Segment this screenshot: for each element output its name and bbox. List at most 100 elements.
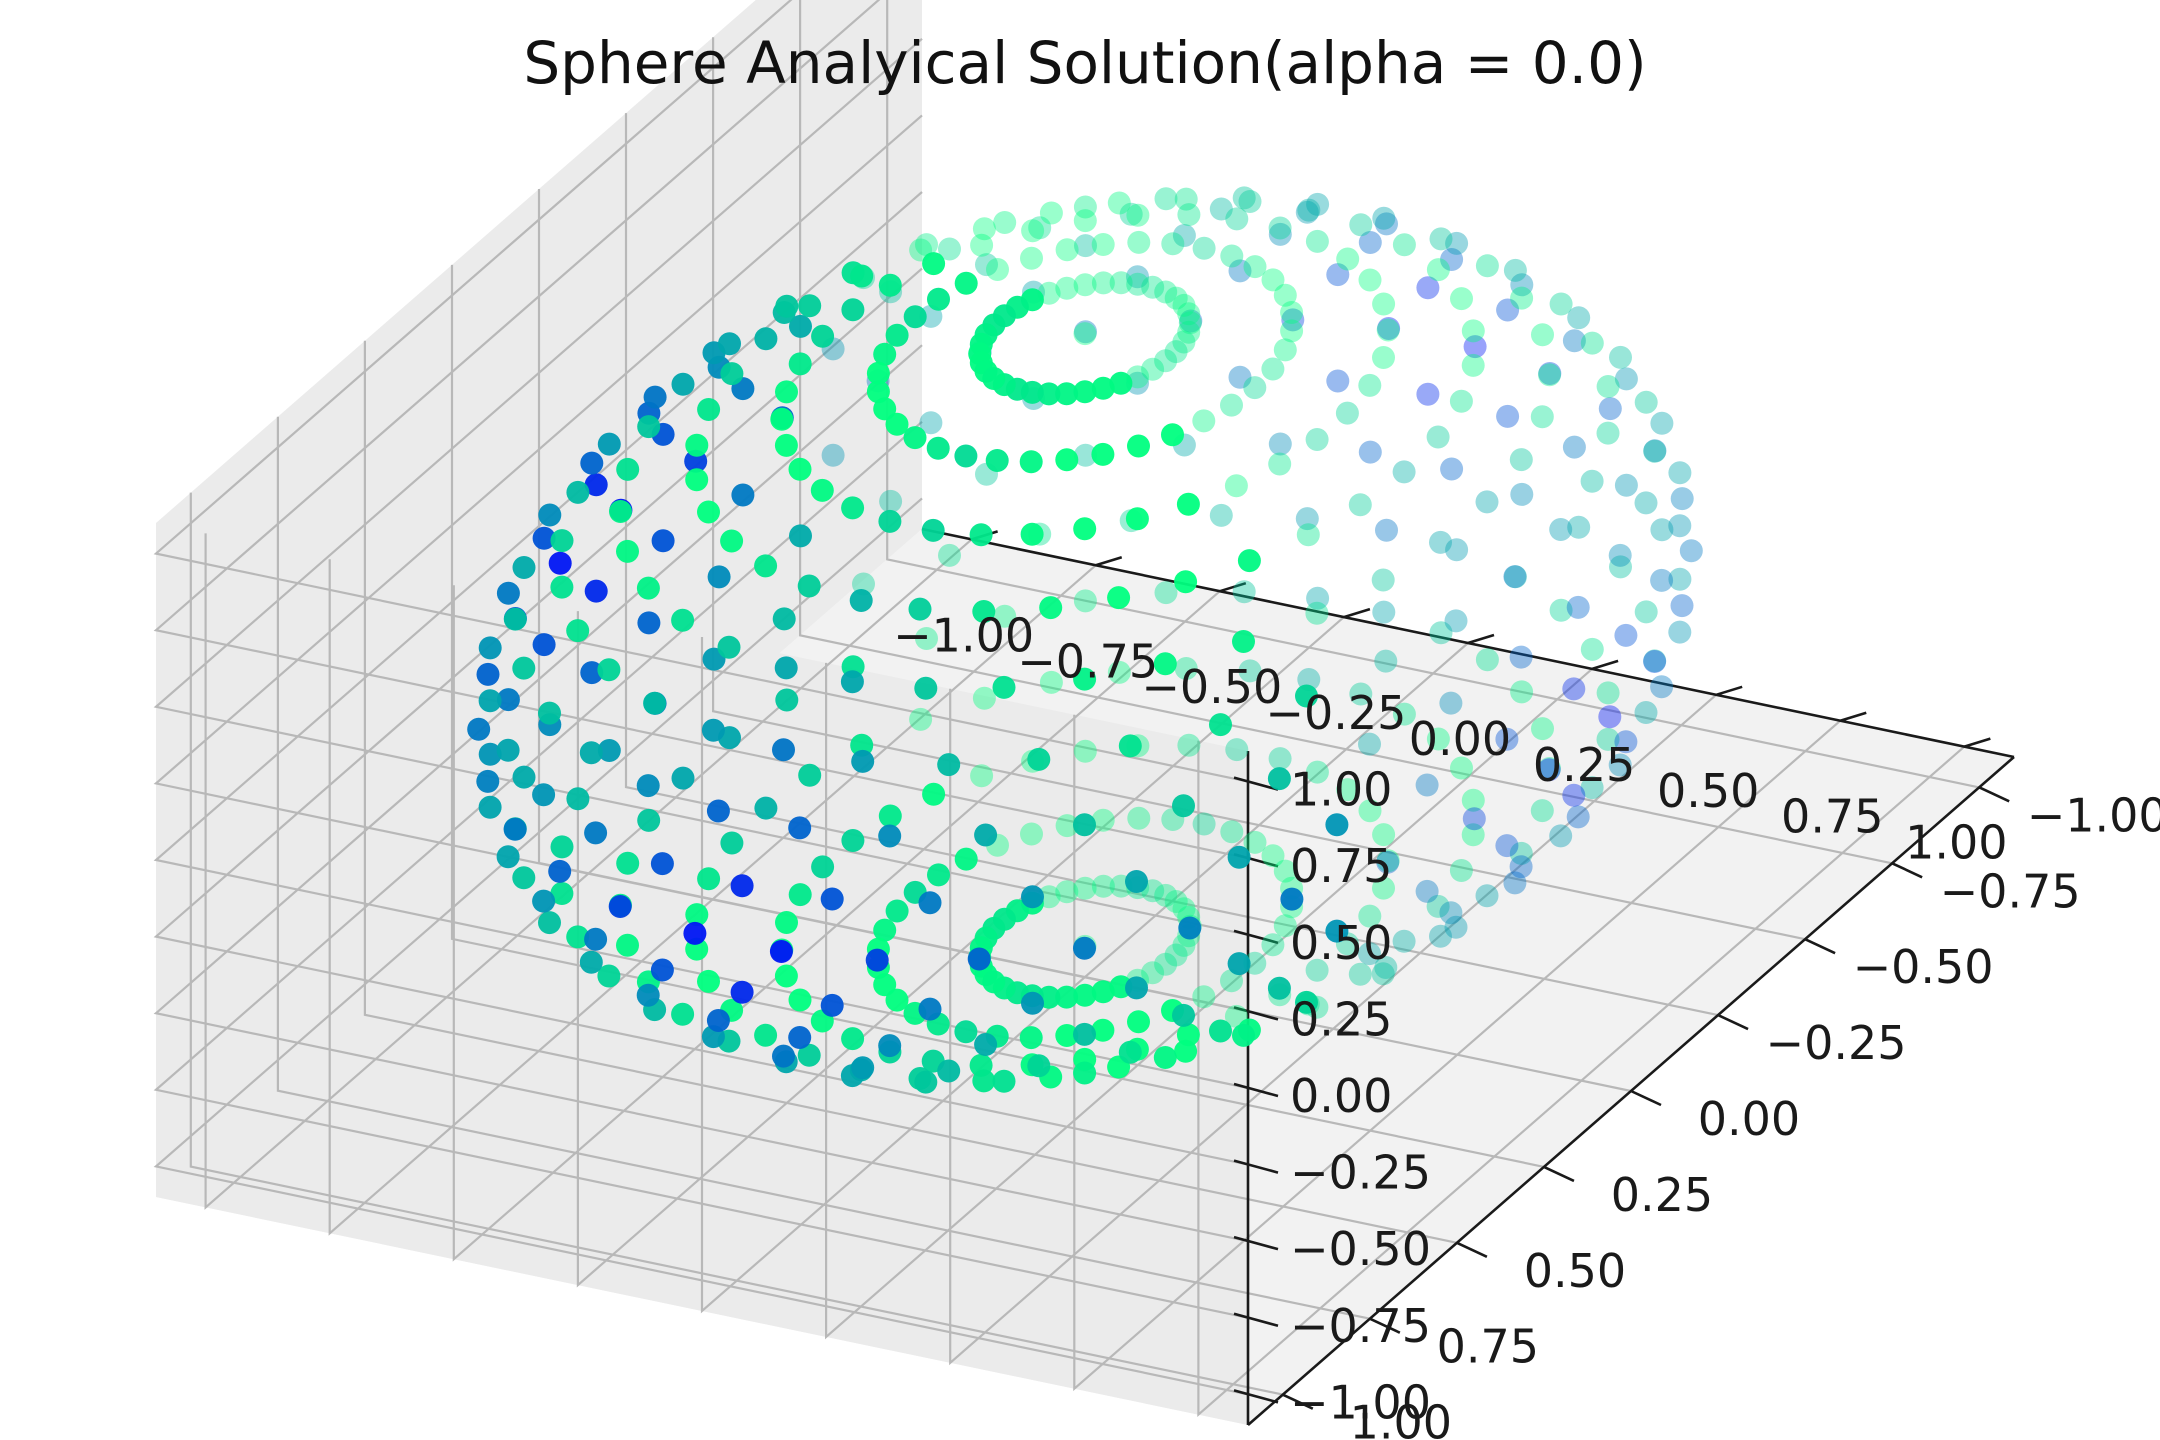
scatter-point — [1267, 976, 1291, 1000]
scatter-point — [1280, 887, 1304, 911]
scatter-point — [927, 863, 950, 887]
scatter-point — [671, 372, 695, 396]
scatter-point — [1109, 271, 1133, 295]
scatter-point — [1118, 1040, 1142, 1064]
scatter-point — [885, 899, 909, 923]
z-tick — [1233, 1389, 1279, 1404]
y-tick — [1369, 1317, 1401, 1334]
scatter-point — [1177, 203, 1201, 227]
scatter-point — [1643, 439, 1667, 463]
scatter-point — [914, 1070, 938, 1094]
x-tick-label: −0.75 — [1017, 634, 1158, 688]
scatter-point — [1349, 682, 1373, 706]
scatter-point — [1375, 518, 1398, 542]
y-tick-label: −1.00 — [2027, 788, 2160, 842]
scatter-point — [873, 918, 897, 942]
y-tick — [1543, 1165, 1575, 1183]
scatter-point — [1392, 929, 1416, 953]
grid-line-y — [711, 37, 1806, 941]
scatter-point — [1461, 823, 1485, 847]
scatter-point — [1531, 717, 1554, 741]
scatter-point — [811, 855, 835, 879]
scatter-point — [1372, 823, 1396, 847]
scatter-point — [1073, 983, 1097, 1007]
scatter-point — [1209, 713, 1232, 737]
scatter-point — [476, 769, 500, 793]
scatter-point — [1596, 375, 1620, 398]
scatter-point — [1679, 539, 1703, 563]
scatter-point — [972, 1069, 996, 1093]
scatter-point — [512, 656, 536, 680]
scatter-point — [1475, 490, 1499, 514]
scatter-point — [476, 662, 500, 686]
scatter-point — [1028, 216, 1052, 240]
scatter-point — [982, 367, 1006, 390]
scatter-point — [579, 950, 603, 974]
scatter-point — [1273, 859, 1297, 883]
scatter-point — [1598, 397, 1622, 421]
scatter-point — [1237, 549, 1261, 573]
scatter-point — [1670, 487, 1694, 511]
scatter-point — [841, 298, 865, 322]
scatter-point — [1073, 273, 1097, 297]
scatter-point — [1091, 271, 1115, 295]
scatter-point — [616, 933, 639, 957]
scatter-point — [969, 523, 993, 547]
scatter-point — [970, 233, 994, 257]
scatter-point — [1580, 637, 1604, 661]
scatter-point — [1127, 806, 1151, 830]
scatter-point — [1609, 555, 1632, 579]
scatter-point — [1055, 276, 1079, 300]
scatter-point — [1209, 197, 1233, 221]
scatter-point — [643, 385, 667, 409]
scatter-point — [1141, 961, 1165, 985]
scatter-point — [1192, 409, 1216, 433]
scatter-point — [1634, 701, 1658, 724]
scatter-point — [1073, 195, 1097, 219]
z-tick-label: 0.25 — [1290, 992, 1392, 1046]
scatter-point — [1348, 493, 1372, 517]
scatter-point — [1439, 901, 1463, 925]
scatter-point — [878, 1034, 902, 1058]
scatter-point — [1021, 991, 1044, 1015]
scatter-point — [774, 656, 798, 680]
grid-line-y — [276, 416, 1371, 1320]
x-tick — [1839, 711, 1867, 722]
grid-line-z — [153, 267, 1249, 1166]
scatter-point — [1530, 799, 1554, 823]
scatter-point — [1650, 518, 1674, 542]
scatter-point — [731, 483, 755, 507]
scatter-point — [1608, 543, 1632, 567]
scatter-point — [1614, 730, 1638, 754]
grid-line-x — [204, 533, 973, 1210]
scatter-point — [1372, 876, 1395, 900]
x-tick — [1591, 659, 1619, 671]
scatter-point — [1055, 814, 1079, 838]
y-tick-label: 0.50 — [1524, 1244, 1626, 1298]
scatter-point — [1280, 319, 1304, 343]
scatter-point — [1538, 362, 1562, 385]
scatter-point — [1073, 667, 1097, 691]
scatter-point — [1325, 813, 1349, 837]
scatter-point — [1127, 230, 1151, 254]
scatter-point — [1377, 317, 1401, 340]
scatter-point — [1392, 702, 1416, 726]
scatter-point — [1415, 879, 1439, 903]
scatter-point — [1154, 581, 1178, 605]
scatter-point — [1073, 380, 1097, 404]
scatter-point — [788, 1026, 812, 1049]
scatter-point — [1372, 206, 1396, 230]
scatter-point — [1358, 799, 1382, 823]
scatter-point — [1178, 916, 1202, 940]
scatter-point — [637, 808, 661, 832]
grid-line-x — [452, 585, 1221, 1262]
grid-line-z — [153, 420, 1249, 1319]
grid-lines — [153, 0, 1980, 1418]
x-tick — [1715, 685, 1743, 697]
scatter-point — [1268, 747, 1292, 771]
z-tick-label: 0.75 — [1290, 839, 1392, 893]
scatter-point — [1426, 894, 1450, 918]
scatter-point — [797, 1043, 821, 1067]
scatter-point — [1020, 822, 1043, 846]
